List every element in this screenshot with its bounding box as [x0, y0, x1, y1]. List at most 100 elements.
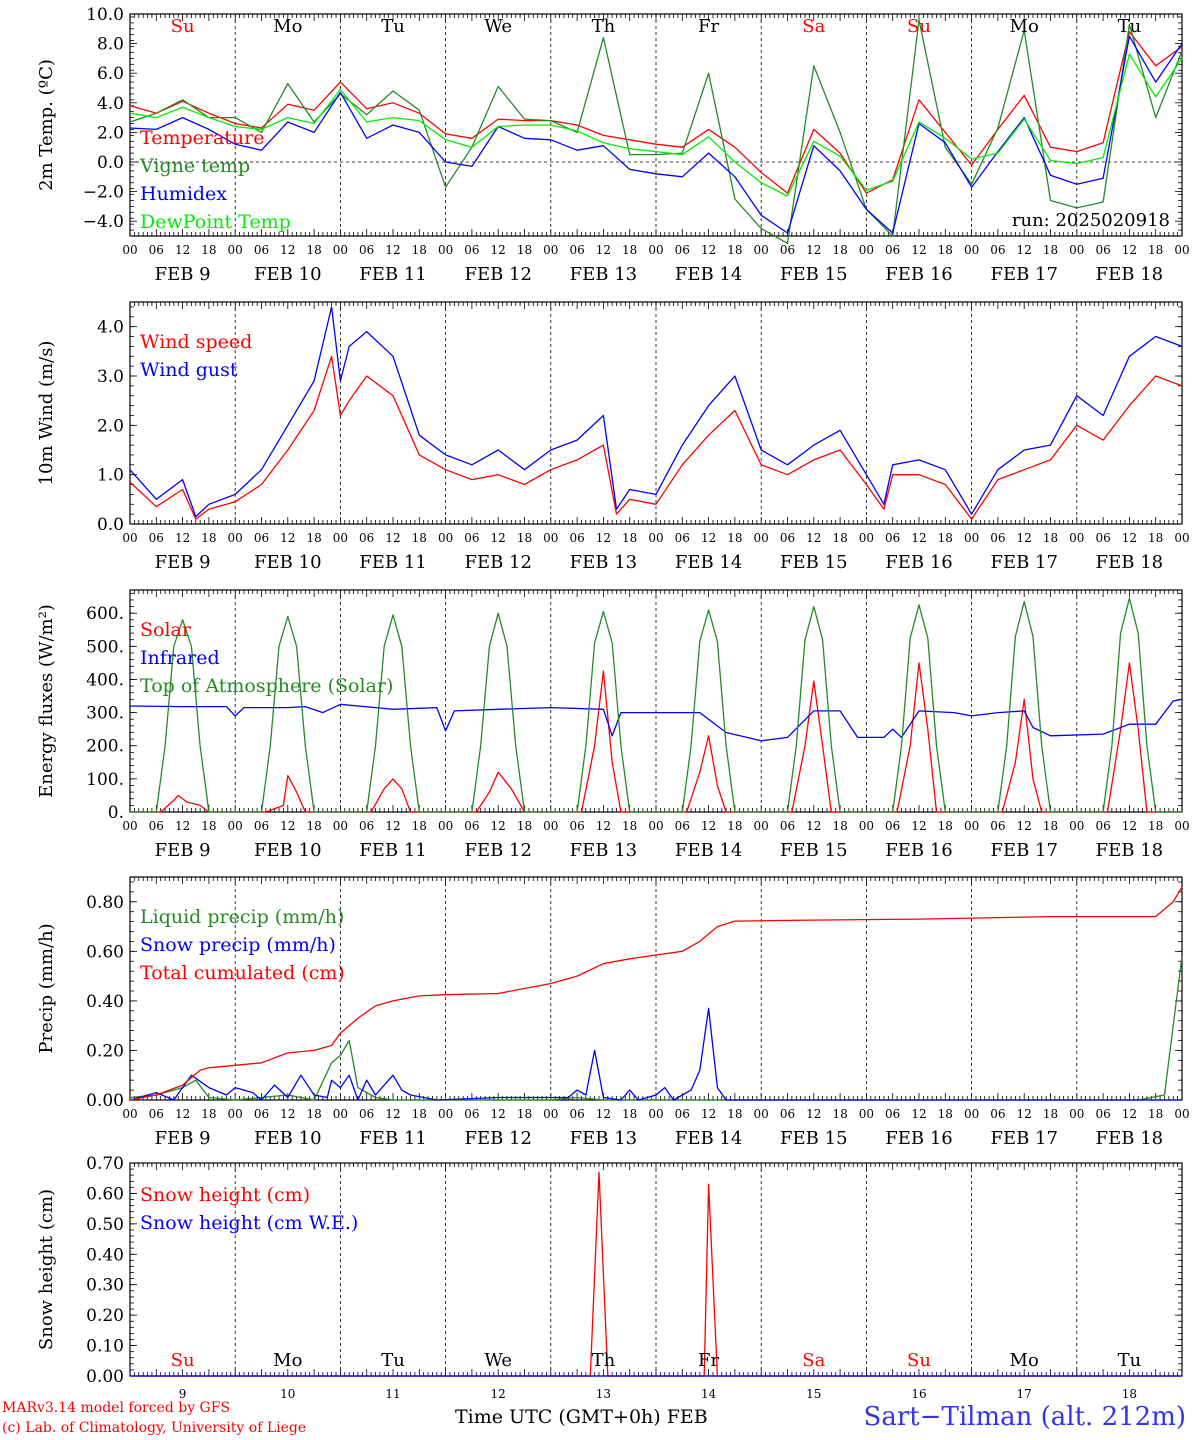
x-tick-label: 18	[622, 1107, 637, 1121]
x-tick-label: 12	[280, 243, 295, 257]
weekday-label: Tu	[1118, 16, 1142, 37]
x-tick-label: 00	[859, 243, 874, 257]
date-label: FEB 12	[464, 840, 531, 861]
model-credit-line-1: MARv3.14 model forced by GFS	[2, 1400, 231, 1416]
day-number-label: 9	[179, 1387, 187, 1401]
date-label: FEB 14	[675, 840, 742, 861]
x-tick-label: 00	[543, 1107, 558, 1121]
x-tick-label: 00	[228, 243, 243, 257]
legend-entry: Solar	[140, 619, 192, 641]
y-tick-label: 4.0	[97, 318, 124, 338]
series-line-2	[129, 19, 1183, 245]
y-tick-label: 0.30	[86, 1276, 124, 1296]
weekday-label: We	[484, 16, 512, 37]
x-tick-label: 18	[727, 531, 742, 545]
x-tick-label: 00	[333, 1107, 348, 1121]
legend-entry: Total cumulated (cm)	[140, 962, 345, 984]
date-label: FEB 14	[675, 552, 742, 573]
date-label: FEB 10	[254, 264, 321, 285]
weekday-label: Sa	[802, 16, 825, 37]
x-tick-label: 18	[938, 243, 953, 257]
x-tick-label: 06	[359, 243, 374, 257]
date-label: FEB 16	[885, 552, 952, 573]
x-tick-label: 18	[412, 819, 427, 833]
x-tick-label: 06	[464, 243, 479, 257]
x-tick-label: 00	[859, 1107, 874, 1121]
x-tick-label: 18	[517, 531, 532, 545]
date-label: FEB 18	[1096, 840, 1163, 861]
day-number-label: 13	[596, 1387, 611, 1401]
y-axis-label: 2m Temp. (ºC)	[36, 59, 57, 191]
x-tick-label: 12	[175, 531, 190, 545]
x-tick-label: 12	[385, 1107, 400, 1121]
x-tick-label: 12	[491, 243, 506, 257]
y-tick-label: 10.0	[86, 5, 124, 25]
y-tick-label: 0.10	[86, 1337, 124, 1357]
y-tick-label: 2.0	[97, 416, 124, 436]
x-tick-label: 12	[911, 819, 926, 833]
date-label: FEB 9	[155, 264, 211, 285]
x-tick-label: 18	[517, 819, 532, 833]
x-tick-label: 00	[122, 531, 137, 545]
x-tick-label: 00	[754, 531, 769, 545]
x-tick-label: 06	[990, 1107, 1005, 1121]
date-label: FEB 12	[464, 1128, 531, 1149]
x-tick-label: 18	[517, 1107, 532, 1121]
legend-entry: Vigne temp	[139, 155, 250, 177]
x-tick-label: 06	[149, 819, 164, 833]
x-tick-label: 00	[1069, 1107, 1084, 1121]
legend-entry: Snow precip (mm/h)	[140, 934, 336, 956]
x-tick-label: 06	[464, 531, 479, 545]
date-label: FEB 15	[780, 552, 847, 573]
x-tick-label: 18	[412, 1107, 427, 1121]
x-tick-label: 18	[1043, 1107, 1058, 1121]
x-tick-label: 18	[938, 531, 953, 545]
x-tick-label: 18	[832, 243, 847, 257]
x-tick-label: 06	[885, 1107, 900, 1121]
x-tick-label: 18	[412, 243, 427, 257]
x-tick-label: 06	[675, 1107, 690, 1121]
x-tick-label: 12	[596, 1107, 611, 1121]
x-tick-label: 12	[701, 1107, 716, 1121]
x-tick-label: 18	[1043, 819, 1058, 833]
x-tick-label: 06	[149, 531, 164, 545]
y-tick-label: −2.0	[83, 183, 124, 203]
series-line-4	[129, 53, 1183, 197]
x-tick-label: 00	[333, 531, 348, 545]
x-tick-label: 06	[254, 1107, 269, 1121]
y-tick-label: 600.	[86, 604, 124, 624]
date-label: FEB 13	[570, 552, 637, 573]
legend-entry: Snow height (cm W.E.)	[140, 1212, 358, 1234]
x-tick-label: 18	[1148, 531, 1163, 545]
x-tick-label: 18	[938, 819, 953, 833]
weekday-label: Mo	[273, 1350, 302, 1371]
x-tick-label: 06	[149, 243, 164, 257]
x-axis-title: Time UTC (GMT+0h) FEB	[455, 1406, 708, 1428]
y-tick-label: 0.00	[86, 1367, 124, 1387]
y-tick-label: 0.40	[86, 1245, 124, 1265]
date-label: FEB 11	[359, 840, 426, 861]
x-tick-label: 12	[1017, 1107, 1032, 1121]
x-tick-label: 12	[1122, 819, 1137, 833]
day-number-label: 18	[1122, 1387, 1137, 1401]
x-tick-label: 12	[280, 819, 295, 833]
legend-entry: Wind speed	[140, 331, 252, 353]
weekday-label: Fr	[698, 1350, 719, 1371]
series-line-1	[130, 662, 1182, 813]
day-number-label: 11	[385, 1387, 400, 1401]
y-axis-label: Snow height (cm)	[36, 1189, 57, 1350]
panel-2: 0.0 1.0 2.0 3.0 4.0 10m Wind (m/s) 00 06 12 18 00 0…	[36, 301, 1190, 573]
date-label: FEB 17	[990, 840, 1057, 861]
x-tick-label: 12	[806, 819, 821, 833]
run-annotation: run: 2025020918	[1012, 210, 1170, 231]
x-tick-label: 00	[754, 819, 769, 833]
y-tick-label: 0.40	[86, 992, 124, 1012]
weekday-label: Su	[907, 1350, 931, 1371]
x-tick-label: 00	[1174, 243, 1189, 257]
x-tick-label: 12	[596, 243, 611, 257]
x-tick-label: 06	[990, 243, 1005, 257]
x-tick-label: 18	[201, 819, 216, 833]
y-tick-label: 2.0	[97, 123, 124, 143]
x-tick-label: 12	[1017, 243, 1032, 257]
